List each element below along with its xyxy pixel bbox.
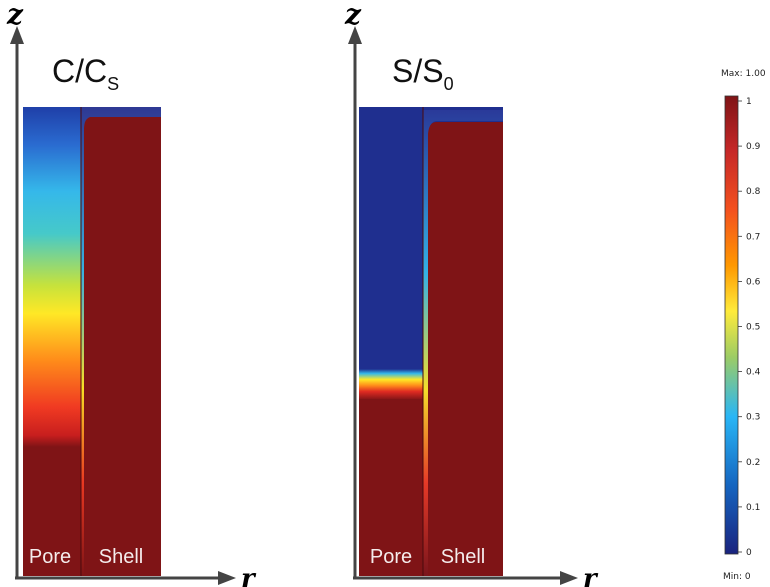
z-axis-label: z (6, 0, 24, 31)
region-label-shell: Shell (441, 546, 485, 568)
panel-concentration: z r C/CS Pore Shell (6, 0, 257, 587)
colorbar-ticks: 1 0.9 0.8 0.7 0.6 0.5 0.4 0.3 0.2 0.1 0 (738, 97, 761, 558)
colorbar-tick-label: 0.9 (746, 142, 761, 152)
pore-region-upper (359, 107, 423, 369)
colorbar-min-label: Min: 0 (723, 572, 751, 582)
colorbar-max-label: Max: 1.00 (721, 69, 766, 79)
colorbar-tick-label: 1 (746, 97, 752, 107)
colorbar-tick-label: 0.3 (746, 413, 760, 423)
region-label-pore: Pore (29, 546, 71, 568)
region-label-pore: Pore (370, 546, 412, 568)
panel-title: C/CS (52, 53, 119, 94)
colorbar-tick-label: 0.5 (746, 323, 760, 333)
region-label-shell: Shell (99, 546, 143, 568)
r-axis-label: r (583, 564, 599, 587)
colorbar-tick-label: 0.7 (746, 232, 760, 242)
pore-region-lower (359, 399, 423, 576)
panel-title: S/S0 (392, 53, 454, 94)
panel-saturation: z r S/S0 Pore Shell (344, 0, 599, 587)
pore-front (359, 369, 423, 399)
z-axis-arrowhead (10, 26, 24, 44)
colorbar-gradient (724, 95, 739, 555)
colorbar: Max: 1.00 10.90.80.70.60.50.40.30.20.10 … (721, 69, 766, 582)
pore-region (23, 107, 81, 576)
colorbar-tick-label: 0.6 (746, 277, 761, 287)
colorbar-tick-label: 0.4 (746, 368, 761, 378)
r-axis-label: r (241, 564, 257, 587)
r-axis-arrowhead (218, 571, 236, 585)
colorbar-tick-label: 0.1 (746, 503, 760, 513)
colorbar-tick-label: 0.2 (746, 458, 760, 468)
z-axis-label: z (344, 0, 362, 31)
r-axis-arrowhead (560, 571, 578, 585)
colorbar-tick-label: 0.8 (746, 187, 761, 197)
colorbar-tick-label: 0 (746, 548, 752, 558)
z-axis-arrowhead (348, 26, 362, 44)
